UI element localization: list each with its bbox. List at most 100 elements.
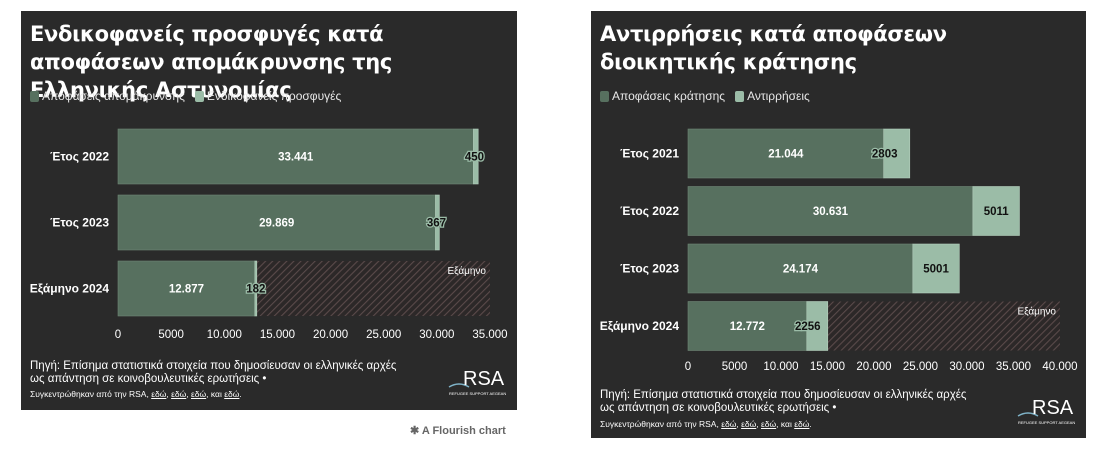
bar-value-label-primary: 33.441 (278, 152, 314, 164)
left-legend: Αποφάσεις απομάκρυνσης Ενδικοφανείς προσ… (30, 89, 347, 103)
right-credits: Συγκεντρώθηκαν από την RSA, εδώ, εδώ, εδ… (600, 419, 812, 429)
credits-link-3[interactable]: εδώ (191, 389, 207, 399)
legend-item-detention-decisions[interactable]: Αποφάσεις κράτησης (600, 89, 725, 103)
bar-value-label-secondary: 5001 (923, 264, 949, 276)
x-tick-label: 30.000 (949, 361, 984, 373)
bar-value-label-secondary: 182 (246, 284, 265, 296)
left-bar-chart: Έτος 2022 33.441 450 Έτος 2023 29.869 367 Εξάμ… (30, 128, 508, 341)
x-tick-label: 5000 (722, 361, 748, 373)
x-tick-label: 25.000 (366, 329, 401, 341)
rsa-logo-sub: REFUGEE SUPPORT AEGEAN (449, 391, 506, 396)
bar-primary[interactable] (687, 301, 808, 351)
category-label: Έτος 2023 (50, 216, 109, 230)
bar-secondary[interactable] (473, 128, 479, 185)
legend-item-objections[interactable]: Αντιρρήσεις (735, 89, 810, 103)
category-label: Έτος 2023 (620, 262, 679, 276)
bar-value-label-secondary: 5011 (984, 206, 1010, 218)
x-tick-label: 20.000 (313, 329, 348, 341)
category-label: Έτος 2021 (620, 147, 679, 161)
legend-label: Ενδικοφανείς προσφυγές (206, 89, 342, 103)
legend-swatch-secondary (194, 90, 204, 102)
flourish-label: A Flourish chart (421, 425, 506, 437)
bar-value-label-primary: 12.877 (169, 284, 204, 296)
partial-year-annotation: Εξάμηνο (1017, 306, 1056, 318)
category-label: Έτος 2022 (620, 204, 679, 218)
bar-value-label-primary: 21.044 (768, 149, 804, 161)
category-label: Έτος 2022 (50, 150, 109, 164)
credits-link-2[interactable]: εδώ (741, 419, 757, 429)
x-tick-label: 20.000 (856, 361, 891, 373)
rsa-logo-text: RSA (1032, 397, 1074, 419)
x-tick-label: 10.000 (207, 329, 242, 341)
right-legend: Αποφάσεις κράτησης Αντιρρήσεις (600, 89, 816, 103)
legend-swatch-secondary (735, 90, 745, 102)
legend-label: Αποφάσεις απομάκρυνσης (42, 89, 185, 103)
left-chart-panel: Ενδικοφανείς προσφυγές κατά αποφάσεων απ… (21, 11, 517, 410)
credits-link-3[interactable]: εδώ (761, 419, 777, 429)
bar-primary[interactable] (687, 186, 974, 236)
x-tick-label: 15.000 (260, 329, 295, 341)
legend-item-appeals[interactable]: Ενδικοφανείς προσφυγές (194, 89, 342, 103)
bar-primary[interactable] (687, 243, 914, 294)
bar-value-label-primary: 24.174 (783, 264, 819, 276)
x-tick-label: 5000 (158, 329, 184, 341)
right-chart-title: Αντιρρήσεις κατά αποφάσεων διοικητικής κ… (600, 22, 947, 74)
legend-label: Αποφάσεις κράτησης (612, 89, 726, 103)
right-bar-chart: Έτος 2021 21.044 2803 Έτος 2022 30.631 5011 Έτ… (600, 128, 1078, 373)
legend-swatch-primary (600, 90, 609, 102)
flourish-credit[interactable]: ✱ A Flourish chart (410, 424, 506, 437)
bar-value-label-primary: 12.772 (730, 321, 765, 333)
x-tick-label: 35.000 (996, 361, 1031, 373)
x-tick-label: 35.000 (472, 329, 507, 341)
credits-link-4[interactable]: εδώ (224, 389, 240, 399)
partial-year-annotation: Εξάμηνο (447, 265, 486, 277)
x-tick-label: 40.000 (1042, 361, 1077, 373)
x-tick-label: 10.000 (763, 361, 798, 373)
bar-value-label-primary: 30.631 (813, 206, 849, 218)
right-chart-panel: Αντιρρήσεις κατά αποφάσεων διοικητικής κ… (591, 11, 1086, 438)
bar-primary[interactable] (117, 260, 256, 317)
rsa-logo: RSA REFUGEE SUPPORT AEGEAN (447, 363, 507, 399)
right-source-note: Πηγή: Επίσημα στατιστικά στοιχεία που δη… (600, 389, 967, 414)
rsa-wave-icon: RSA REFUGEE SUPPORT AEGEAN (448, 368, 506, 396)
credits-link-1[interactable]: εδώ (151, 389, 167, 399)
bar-secondary[interactable] (912, 243, 960, 294)
rsa-wave-icon: RSA REFUGEE SUPPORT AEGEAN (1017, 397, 1075, 425)
credits-link-2[interactable]: εδώ (171, 389, 187, 399)
flourish-icon: ✱ (410, 425, 420, 437)
credits-and: και (780, 419, 792, 429)
category-label: Εξάμηνο 2024 (30, 282, 110, 296)
category-label: Εξάμηνο 2024 (600, 319, 680, 333)
x-tick-label: 15.000 (810, 361, 845, 373)
bar-secondary[interactable] (254, 260, 258, 317)
legend-swatch-primary (30, 90, 39, 102)
legend-label: Αντιρρήσεις (747, 89, 810, 103)
bar-secondary[interactable] (806, 301, 829, 351)
rsa-logo: RSA REFUGEE SUPPORT AEGEAN (1016, 392, 1076, 428)
left-credits: Συγκεντρώθηκαν από την RSA, εδώ, εδώ, εδ… (30, 389, 242, 399)
x-tick-label: 0 (685, 361, 691, 373)
bar-primary[interactable] (117, 194, 436, 251)
bar-value-label-primary: 29.869 (259, 218, 294, 230)
legend-item-removal-decisions[interactable]: Αποφάσεις απομάκρυνσης (30, 89, 185, 103)
bar-value-label-secondary: 450 (465, 152, 484, 164)
credits-link-1[interactable]: εδώ (721, 419, 737, 429)
credits-prefix: Συγκεντρώθηκαν από την RSA, (30, 389, 149, 399)
credits-prefix: Συγκεντρώθηκαν από την RSA, (600, 419, 719, 429)
rsa-logo-sub: REFUGEE SUPPORT AEGEAN (1018, 420, 1075, 425)
x-tick-label: 25.000 (903, 361, 938, 373)
bar-value-label-secondary: 2803 (872, 149, 898, 161)
bar-primary[interactable] (687, 128, 885, 179)
bar-secondary[interactable] (435, 194, 440, 251)
bar-value-label-secondary: 367 (427, 218, 446, 230)
rsa-logo-text: RSA (463, 368, 505, 390)
credits-and: και (210, 389, 222, 399)
bar-value-label-secondary: 2256 (795, 321, 821, 333)
credits-link-4[interactable]: εδώ (794, 419, 810, 429)
x-tick-label: 30.000 (419, 329, 454, 341)
left-source-note: Πηγή: Επίσημα στατιστικά στοιχεία που δη… (30, 360, 397, 385)
bar-secondary[interactable] (883, 128, 911, 179)
left-chart-title: Ενδικοφανείς προσφυγές κατά αποφάσεων απ… (30, 22, 393, 102)
bar-secondary[interactable] (972, 186, 1020, 236)
x-tick-label: 0 (115, 329, 121, 341)
